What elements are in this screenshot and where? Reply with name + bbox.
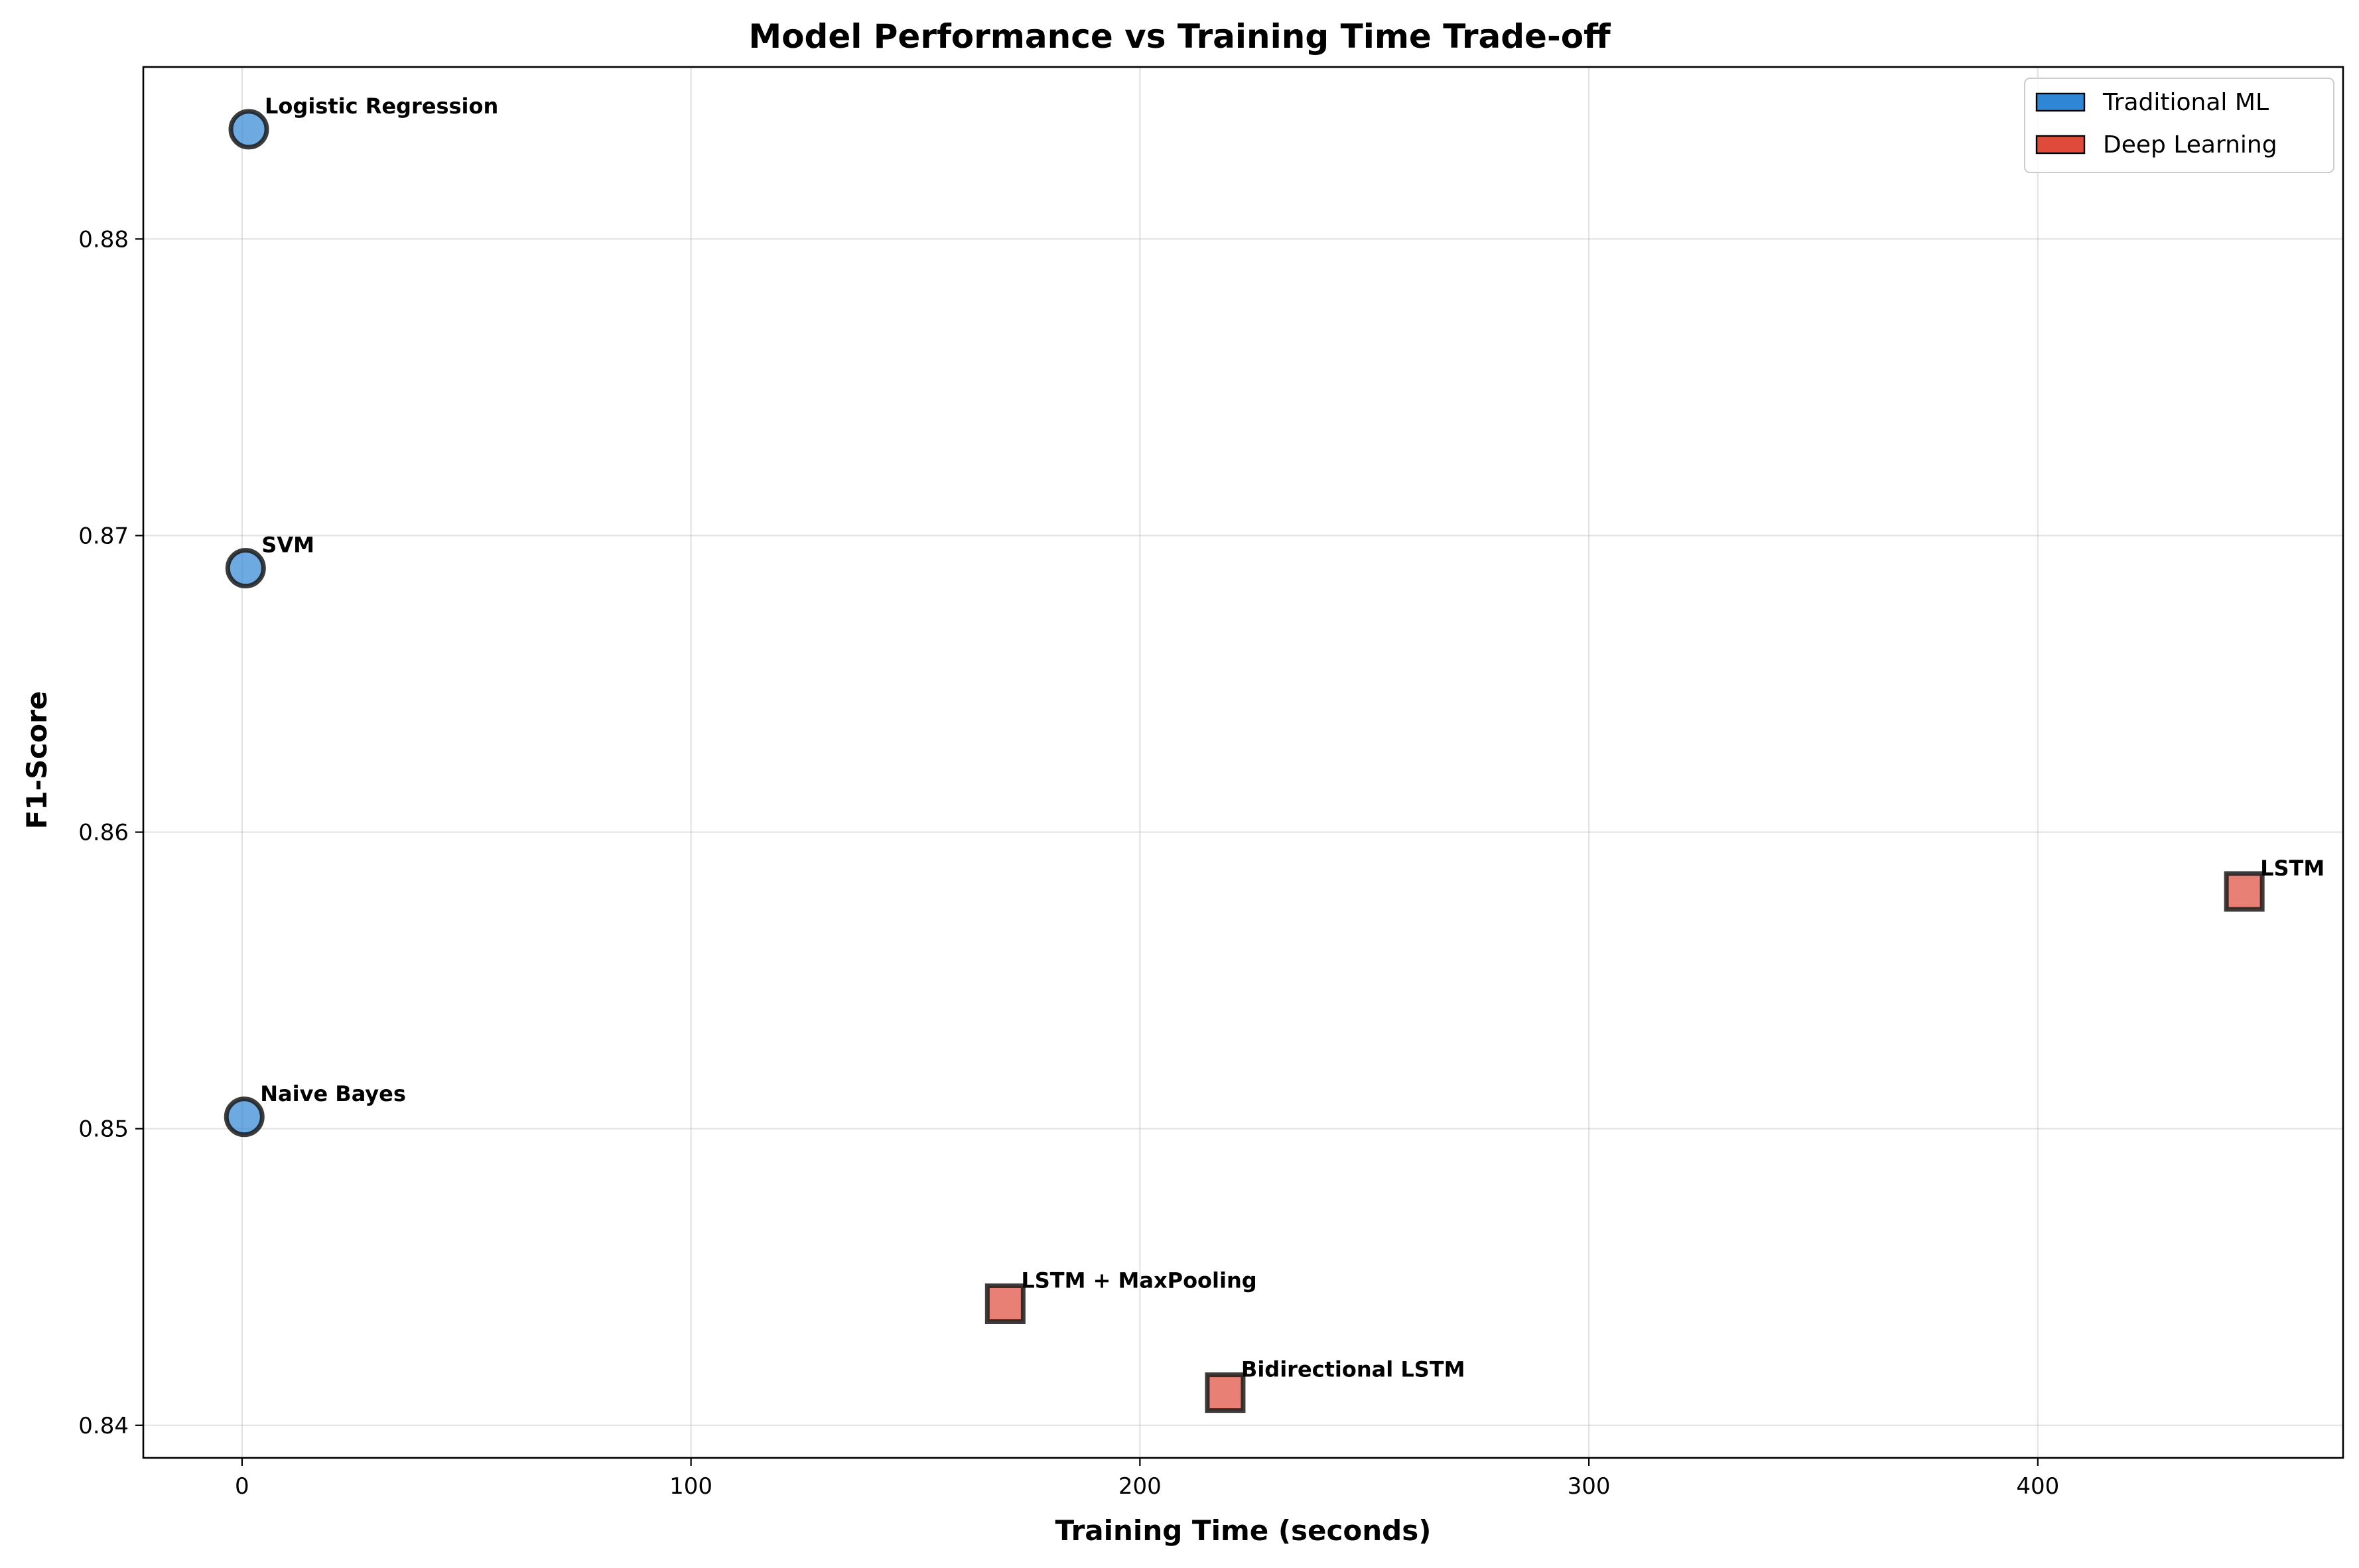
data-point-lstm-maxpooling	[984, 1283, 1026, 1324]
point-label-bidirectional-lstm: Bidirectional LSTM	[1241, 1357, 1465, 1382]
x-tick-label: 200	[1118, 1473, 1162, 1500]
data-point-logistic-regression	[228, 109, 269, 150]
grid	[143, 67, 2343, 1458]
point-label-naive-bayes: Naive Bayes	[260, 1081, 406, 1106]
point-label-lstm-maxpooling: LSTM + MaxPooling	[1021, 1268, 1256, 1293]
data-points	[224, 109, 2265, 1413]
legend-label-deep-learning: Deep Learning	[2103, 131, 2277, 159]
data-point-lstm	[2224, 871, 2265, 912]
data-point-naive-bayes	[224, 1096, 265, 1138]
x-tick-label: 100	[669, 1473, 712, 1500]
y-tick-label: 0.84	[78, 1413, 129, 1439]
point-label-svm: SVM	[261, 533, 314, 558]
y-axis-label: F1-Score	[21, 691, 53, 830]
chart-title: Model Performance vs Training Time Trade…	[748, 17, 1611, 56]
data-point-svm	[225, 548, 266, 589]
x-tick-label: 400	[2016, 1473, 2059, 1500]
plot-area-frame	[142, 66, 2344, 1459]
y-tick-label: 0.85	[78, 1116, 129, 1143]
legend-swatch-deep-learning	[2035, 135, 2086, 155]
x-tick-label: 300	[1568, 1473, 1611, 1500]
x-axis-label: Training Time (seconds)	[1055, 1514, 1432, 1547]
y-tick-label: 0.87	[78, 523, 129, 549]
axis-ticks: 0 100 200 300 400 0.84 0.85 0.86 0.87 0.88	[78, 226, 2059, 1500]
point-label-logistic-regression: Logistic Regression	[265, 94, 498, 119]
y-tick-label: 0.86	[78, 820, 129, 846]
data-point-bidirectional-lstm	[1205, 1372, 1246, 1413]
y-tick-label: 0.88	[78, 226, 129, 253]
x-tick-label: 0	[235, 1473, 249, 1500]
legend-label-traditional-ml: Traditional ML	[2102, 89, 2269, 116]
legend-box	[2024, 78, 2334, 173]
point-label-lstm: LSTM	[2260, 856, 2325, 881]
point-labels: Logistic Regression SVM Naive Bayes LSTM LST…	[260, 94, 2325, 1382]
legend-swatch-traditional-ml	[2035, 92, 2086, 112]
legend: Traditional ML Deep Learning	[2024, 78, 2334, 173]
